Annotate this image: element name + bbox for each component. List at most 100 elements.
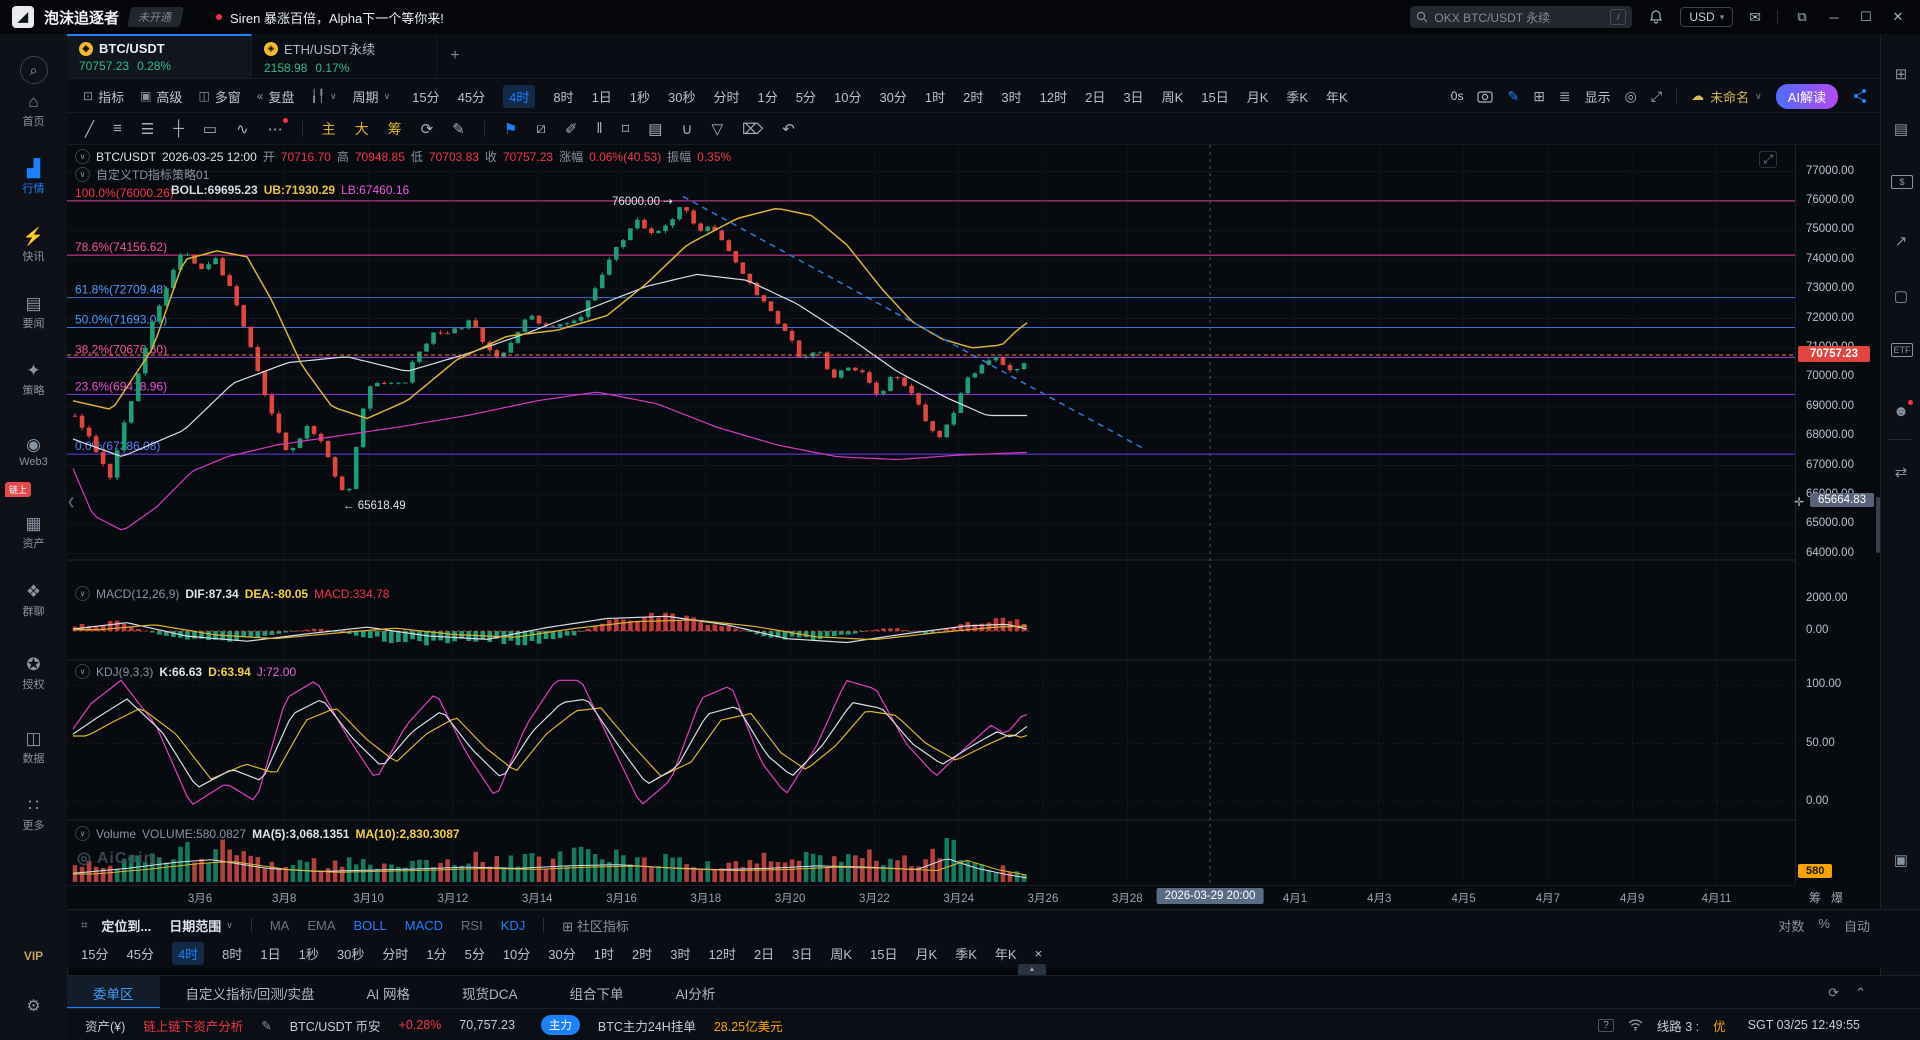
swap-icon[interactable]: ⇄ bbox=[1894, 464, 1908, 481]
network-line-label[interactable]: 线路 3 : bbox=[1656, 1019, 1700, 1034]
timeframe-1分[interactable]: 1分 bbox=[757, 89, 778, 105]
cross-tool-icon[interactable]: ┼ bbox=[173, 120, 184, 137]
refresh-tool-icon[interactable]: ⟳ bbox=[420, 120, 434, 138]
window-maximize-icon[interactable]: ☐ bbox=[1860, 9, 1872, 24]
timeframe-4时[interactable]: 4时 bbox=[171, 942, 205, 965]
timeframe-12时[interactable]: 12时 bbox=[1039, 89, 1068, 105]
timeframe-15日[interactable]: 15日 bbox=[1201, 89, 1229, 105]
more-tools-icon[interactable]: ⋯ bbox=[268, 117, 288, 138]
currency-selector[interactable]: USD ▾ bbox=[1680, 7, 1734, 27]
bottom-tab-AI分析[interactable]: AI分析 bbox=[675, 986, 716, 1002]
main-force-badge[interactable]: 主力 bbox=[540, 1015, 580, 1035]
timeframe-周K[interactable]: 周K bbox=[1161, 89, 1184, 105]
sidebar-item-资产[interactable]: ▦ 资产 bbox=[0, 514, 67, 551]
timeframe-3日[interactable]: 3日 bbox=[1123, 89, 1144, 105]
timeframe-年K[interactable]: 年K bbox=[1326, 89, 1348, 105]
announcement[interactable]: Siren 暴涨百倍，Alpha下一个等你来! bbox=[216, 8, 444, 27]
mail-icon[interactable]: ✉ bbox=[1749, 8, 1761, 25]
collapse-chevron-icon[interactable]: ∨ bbox=[75, 664, 90, 679]
bottom-tab-AI 网格[interactable]: AI 网格 bbox=[366, 986, 411, 1002]
chip-distribution-label[interactable]: 筹 bbox=[1809, 890, 1822, 905]
large-view-toggle-icon[interactable]: 大 bbox=[354, 120, 369, 137]
sidebar-item-行情[interactable]: ▟ 行情 bbox=[0, 159, 67, 196]
toolbar-高级[interactable]: ▣ 高级 bbox=[140, 87, 182, 106]
timeframe-1秒[interactable]: 1秒 bbox=[629, 89, 651, 105]
search-input[interactable]: OKX BTC/USDT 永续 / bbox=[1410, 6, 1633, 28]
timeframe-15分[interactable]: 15分 bbox=[81, 947, 109, 962]
timeframe-15分[interactable]: 15分 bbox=[412, 89, 440, 105]
sidebar-item-授权[interactable]: ✪ 授权 bbox=[0, 655, 67, 692]
toolbox-icon[interactable]: ▣ bbox=[1893, 852, 1909, 869]
pane-scroll-handle[interactable]: ❮ bbox=[67, 497, 76, 508]
timeframe-15日[interactable]: 15日 bbox=[870, 947, 898, 962]
timeframe-5分[interactable]: 5分 bbox=[464, 947, 485, 962]
timeframe-30秒[interactable]: 30秒 bbox=[336, 947, 365, 962]
overlay-toggle-RSI[interactable]: RSI bbox=[461, 917, 483, 933]
burst-label[interactable]: 爆 bbox=[1831, 890, 1844, 905]
delete-tool-icon[interactable]: ⌦ bbox=[742, 120, 764, 138]
toolbar-多窗[interactable]: ◫ 多窗 bbox=[198, 87, 240, 106]
timeframe-分时[interactable]: 分时 bbox=[382, 947, 409, 962]
help-icon[interactable]: ? bbox=[1598, 1018, 1614, 1032]
overlay-toggle-MA[interactable]: MA bbox=[269, 917, 290, 933]
edit-pencil-icon[interactable]: ✎ bbox=[261, 1018, 272, 1033]
chart-area[interactable]: 100.0%(76000.26) 78.6%(74156.62) 61.8%(727… bbox=[67, 145, 1795, 885]
timeframe-季K[interactable]: 季K bbox=[955, 947, 977, 962]
timeframe-8时[interactable]: 8时 bbox=[553, 89, 574, 105]
user-search-icon[interactable]: ⌕ bbox=[19, 56, 48, 84]
refresh-icon[interactable]: ⟳ bbox=[1828, 984, 1840, 1000]
target-icon[interactable]: ◎ bbox=[1624, 87, 1637, 104]
bottom-tab-组合下单[interactable]: 组合下单 bbox=[569, 986, 624, 1002]
bookmark-tool-icon[interactable]: ⚑ bbox=[503, 120, 518, 138]
overlay-toggle-KDJ[interactable]: KDJ bbox=[500, 917, 526, 933]
bell-icon[interactable] bbox=[1648, 9, 1664, 25]
overlay-toggle-MACD[interactable]: MACD bbox=[404, 917, 444, 933]
filter-tool-icon[interactable]: ▽ bbox=[711, 120, 724, 138]
sidebar-item-更多[interactable]: ∷ 更多 bbox=[0, 796, 67, 833]
overlay-toggle-BOLL[interactable]: BOLL bbox=[353, 917, 387, 933]
market-monitor-icon[interactable]: ▢ bbox=[1893, 288, 1909, 305]
locate-button[interactable]: ⌗ 定位到... bbox=[81, 917, 152, 934]
timeframe-周K[interactable]: 周K bbox=[830, 947, 853, 962]
candlestick-chart[interactable]: 100.0%(76000.26) 78.6%(74156.62) 61.8%(727… bbox=[67, 145, 1795, 885]
compare-tool-icon[interactable]: ‖ bbox=[596, 120, 603, 137]
etf-icon[interactable]: ETF bbox=[1891, 343, 1913, 357]
timeframe-月K[interactable]: 月K bbox=[915, 947, 938, 962]
sidebar-item-策略[interactable]: ✦ 策略 bbox=[0, 361, 67, 398]
window-close-icon[interactable]: ✕ bbox=[1892, 9, 1904, 24]
candle-style-selector[interactable]: ╽╿ ∨ bbox=[310, 89, 337, 103]
timeframe-30分[interactable]: 30分 bbox=[548, 947, 576, 962]
timeframe-1日[interactable]: 1日 bbox=[260, 947, 281, 962]
timeframe-月K[interactable]: 月K bbox=[1246, 89, 1269, 105]
sidebar-item-快讯[interactable]: ⚡ 快讯 bbox=[0, 227, 67, 264]
collapse-chevron-icon[interactable]: ∨ bbox=[75, 826, 90, 841]
sidebar-item-vip[interactable]: VIP bbox=[23, 949, 44, 963]
overlay-toggle-EMA[interactable]: EMA bbox=[307, 917, 336, 933]
toolbar-指标[interactable]: ⊡ 指标 bbox=[83, 87, 124, 106]
axis-scrollbar[interactable] bbox=[1876, 497, 1880, 553]
timeframe-3时[interactable]: 3时 bbox=[1001, 89, 1022, 105]
timeframe-2时[interactable]: 2时 bbox=[632, 947, 653, 962]
timeframe-10分[interactable]: 10分 bbox=[833, 89, 862, 105]
timeframe-1分[interactable]: 1分 bbox=[426, 947, 447, 962]
tab-btcusdt[interactable]: ◈ BTC/USDT 70757.23 0.28% bbox=[67, 34, 252, 78]
status-pair[interactable]: BTC/USDT 币安 bbox=[289, 1019, 381, 1034]
timeframe-2日[interactable]: 2日 bbox=[1085, 89, 1106, 105]
onchain-analysis-link[interactable]: 链上链下资产分析 bbox=[143, 1019, 244, 1034]
pane-add-icon[interactable]: ✛ bbox=[1794, 495, 1805, 509]
edit-pencil-icon[interactable]: ✎ bbox=[1507, 87, 1520, 104]
ai-analysis-button[interactable]: AI解读 bbox=[1775, 83, 1838, 109]
scale-option-自动[interactable]: 自动 bbox=[1843, 918, 1870, 934]
funds-icon[interactable]: $ bbox=[1891, 175, 1913, 189]
timeframe-3日[interactable]: 3日 bbox=[792, 947, 813, 962]
window-minimize-icon[interactable]: ─ bbox=[1829, 9, 1839, 25]
fib-lines-tool-icon[interactable]: ☰ bbox=[140, 120, 155, 138]
main-indicator-toggle-icon[interactable]: 主 bbox=[321, 120, 336, 137]
scale-option-对数[interactable]: 对数 bbox=[1778, 918, 1805, 934]
time-axis[interactable]: 3月6 3月8 3月10 3月12 3月14 3月16 3月18 3月20 3月22 3月24 3月… bbox=[67, 885, 1795, 910]
list-icon[interactable]: ≣ bbox=[1558, 87, 1571, 104]
assets-label[interactable]: 资产(¥) bbox=[85, 1019, 126, 1034]
timeframe-1时[interactable]: 1时 bbox=[924, 89, 946, 105]
timeframe-5分[interactable]: 5分 bbox=[795, 89, 816, 105]
timeframe-3时[interactable]: 3时 bbox=[670, 947, 691, 962]
